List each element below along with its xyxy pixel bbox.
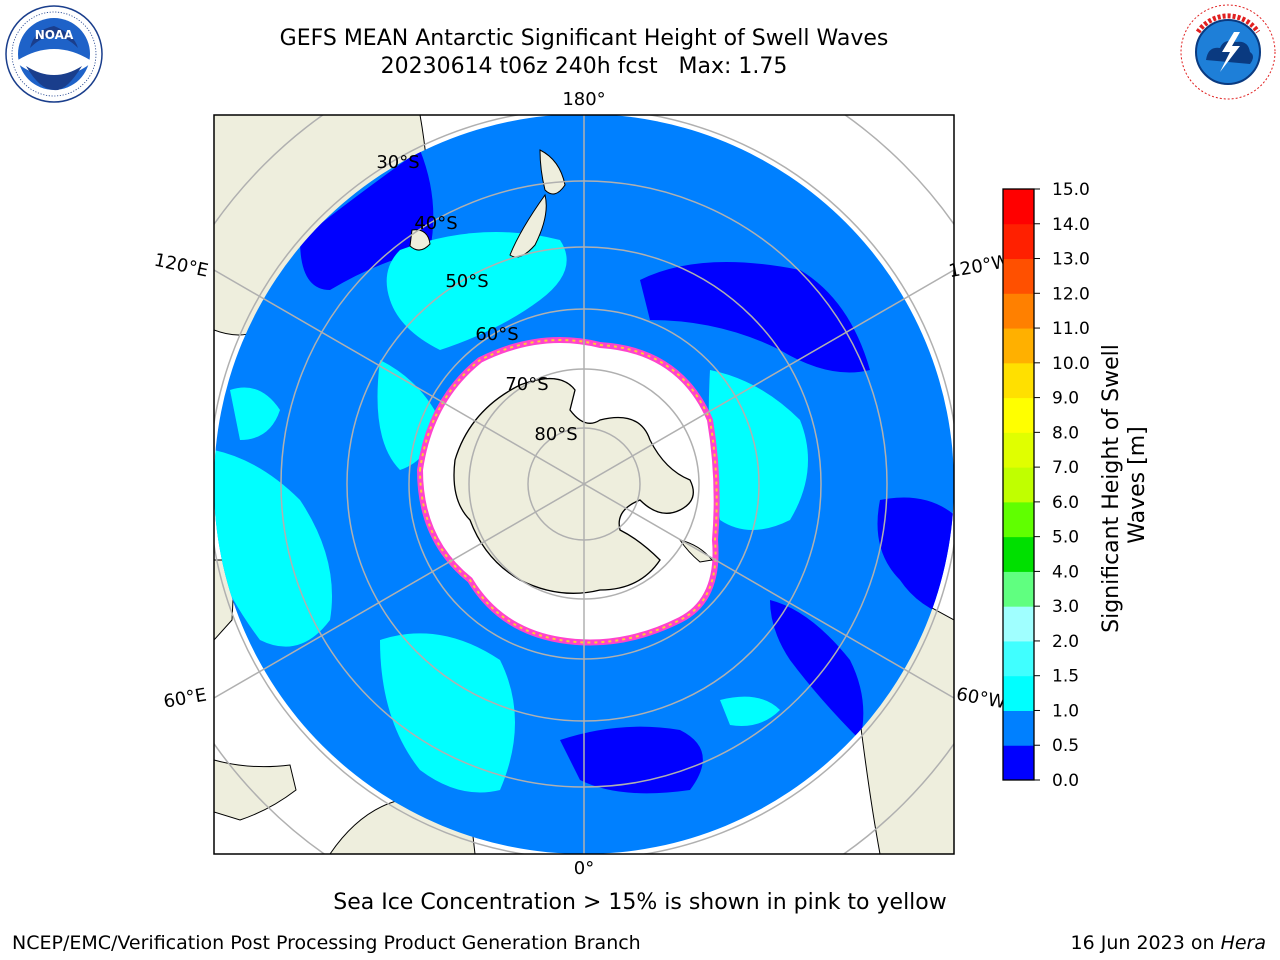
graticule [214,115,954,854]
tasmania [409,229,431,251]
swell-region [380,633,515,793]
colorbar-swatch [1003,362,1034,399]
chart-subtitle: 20230614 t06z 240h fcst Max: 1.75 [380,54,788,79]
noaa-logo-icon: NOAA [5,5,103,103]
colorbar-tick-label: 7.0 [1052,458,1079,478]
colorbar-tick-label: 6.0 [1052,493,1079,513]
noaa-logo-text: NOAA [35,28,74,42]
colorbar-tick-label: 10.0 [1052,354,1090,374]
colorbar-tick-label: 13.0 [1052,250,1090,270]
swell-region [386,232,567,350]
nws-logo-icon [1180,4,1276,100]
meridian-60e-120w [214,269,954,699]
footer-date-text: 16 Jun 2023 on [1070,932,1221,954]
colorbar-tick-label: 12.0 [1052,284,1090,304]
sea-ice-edge [418,339,718,644]
colorbar-tick-label: 2.0 [1052,632,1079,652]
colorbar-swatch [1003,432,1034,468]
calm-region [640,262,870,373]
colorbar-swatch [1003,189,1034,225]
colorbar-swatch [1003,606,1034,642]
antarctic-peninsula [678,539,713,563]
colorbar-swatch [1003,467,1034,503]
colorbar-tick-label: 1.0 [1052,701,1079,721]
calm-region [770,600,864,740]
colorbar-swatch [1003,536,1034,572]
colorbar-swatch [1003,745,1034,781]
swell-region [708,370,808,530]
colorbar-tick-label: 3.0 [1052,597,1079,617]
footer-machine: Hera [1220,932,1266,954]
colorbar-label: Significant Height of Swell Waves [m] [1099,337,1150,633]
colorbar-frame [1002,188,1035,781]
colorbar-tick-label: 9.0 [1052,389,1079,409]
chart-title: GEFS MEAN Antarctic Significant Height o… [279,26,889,51]
footer-credit: NCEP/EMC/Verification Post Processing Pr… [12,932,641,954]
colorbar-tick-label: 0.0 [1052,771,1079,791]
colorbar-swatch [1003,501,1034,538]
sea-ice-note: Sea Ice Concentration > 15% is shown in … [333,890,947,915]
parallel-label-80s: 80°S [534,424,577,445]
parallel-label-50s: 50°S [445,271,488,292]
parallel-label-30s: 30°S [376,152,419,173]
colorbar-swatch [1003,397,1034,433]
colorbar-tick-label: 14.0 [1052,215,1090,235]
swell-region [230,387,280,440]
colorbar-swatch [1003,328,1034,364]
colorbar-tick-label: 11.0 [1052,319,1090,339]
swell-region [720,696,780,726]
meridian-label-0: 0° [574,858,594,879]
colorbar-swatch [1003,675,1034,711]
parallel-label-70s: 70°S [505,374,548,395]
colorbar-tick-label: 4.0 [1052,562,1079,582]
parallel-label-60s: 60°S [475,324,518,345]
colorbar-tick-label: 5.0 [1052,528,1079,548]
map-frame [213,114,955,855]
madagascar-land [214,759,297,821]
colorbar-tick-label: 1.5 [1052,667,1079,687]
colorbar-tick-label: 0.5 [1052,736,1079,756]
meridian-label-180: 180° [562,89,605,110]
colorbar-swatch [1003,258,1034,294]
calm-region [560,726,703,794]
colorbar-swatch [1003,640,1034,677]
colorbar-tick-label: 8.0 [1052,423,1079,443]
colorbar-swatch [1003,571,1034,607]
colorbar-swatch [1003,293,1034,329]
footer-date: 16 Jun 2023 on Hera [1071,932,1266,954]
parallel-label-40s: 40°S [414,213,457,234]
colorbar-swatch [1003,710,1034,746]
colorbar-swatch [1003,223,1034,260]
colorbar-tick-label: 15.0 [1052,180,1090,200]
